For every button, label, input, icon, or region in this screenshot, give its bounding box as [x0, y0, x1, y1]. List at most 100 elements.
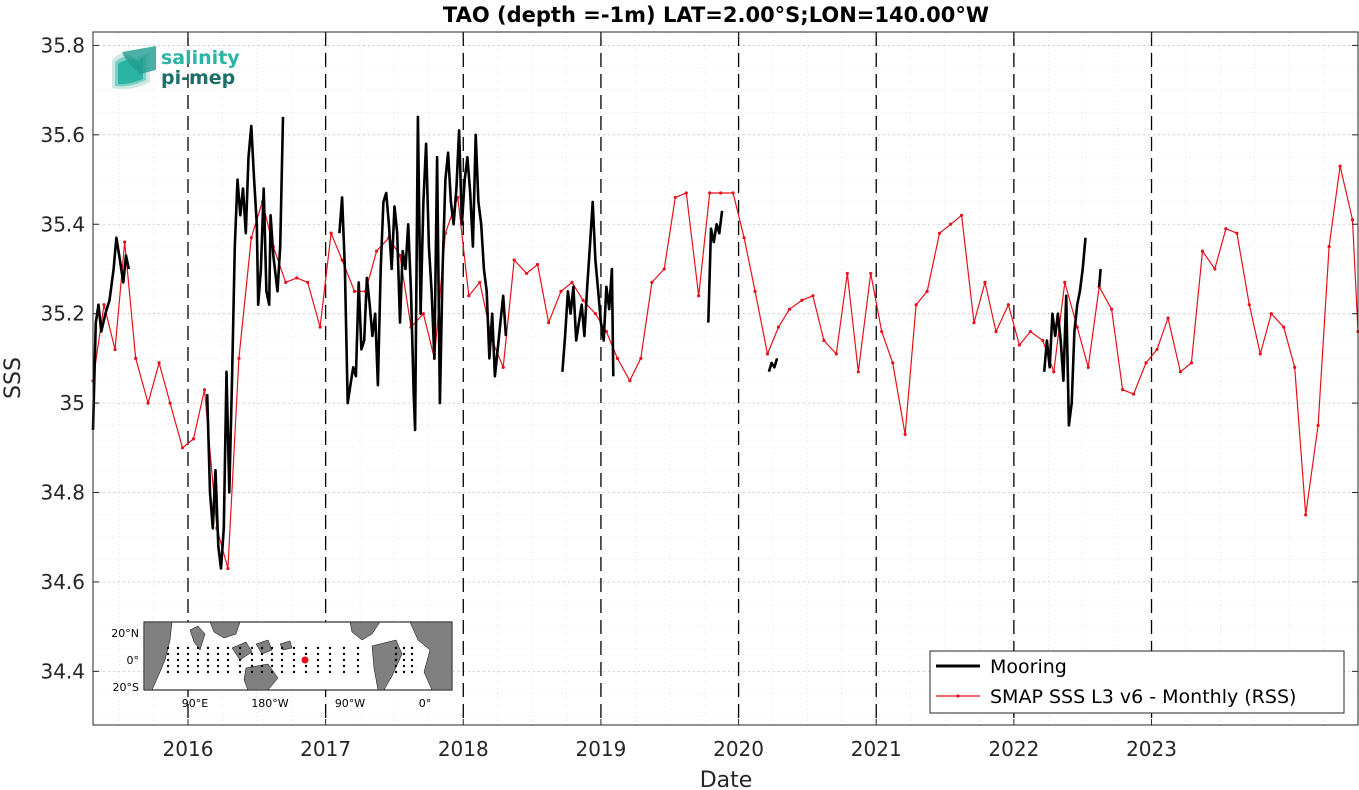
array-dot	[356, 664, 360, 668]
plot-frame	[92, 31, 1359, 726]
array-dot	[250, 664, 254, 668]
wave-logo-icon	[112, 46, 156, 90]
array-dot	[292, 670, 296, 674]
smap-point	[524, 271, 529, 276]
smap-point	[914, 303, 918, 307]
x-tick-label: 2019	[575, 737, 626, 761]
smap-point	[1282, 325, 1286, 329]
array-dot	[206, 664, 210, 668]
array-dot	[270, 652, 274, 656]
array-dot	[176, 658, 180, 662]
logo-text-pimep: pi-mep	[161, 67, 235, 89]
smap-point	[123, 240, 127, 244]
array-dot	[342, 646, 346, 650]
array-dot	[280, 670, 284, 674]
x-axis-ticks: 2016 2017 2018 2019 2020 2021 2022 2023	[163, 32, 1177, 761]
smap-point	[559, 289, 563, 293]
smap-point	[856, 370, 860, 374]
array-dot	[270, 664, 274, 668]
array-dot	[356, 646, 360, 650]
array-dot	[226, 664, 230, 668]
smap-point	[1155, 347, 1159, 352]
array-dot	[186, 646, 190, 650]
smap-point	[512, 258, 516, 262]
smap-point	[776, 325, 781, 329]
smap-point	[697, 294, 701, 298]
array-dot	[176, 670, 180, 674]
smap-point	[1338, 164, 1342, 168]
array-dot	[260, 646, 264, 650]
smap-point	[1316, 423, 1320, 428]
array-dot	[292, 664, 296, 668]
smap-point	[157, 361, 161, 365]
inset-lat-20n: 20°N	[111, 627, 139, 640]
array-dot	[304, 646, 308, 650]
y-tick-label: 34.4	[40, 659, 85, 683]
inset-map: 20°N 0° 20°S 90°E 180°W 90°W 0°	[111, 621, 453, 710]
smap-point	[593, 312, 598, 316]
array-dot	[206, 652, 210, 656]
mooring-segment	[561, 200, 615, 377]
inset-map-land	[143, 621, 453, 691]
array-dot	[270, 670, 274, 674]
array-dot	[206, 646, 210, 650]
smap-point	[202, 388, 207, 392]
array-dot	[206, 670, 210, 674]
array-dot	[238, 652, 242, 656]
smap-point	[146, 401, 150, 405]
mooring-segment	[767, 358, 779, 373]
array-dot	[328, 658, 332, 662]
array-dot	[216, 646, 220, 650]
smap-point	[284, 280, 288, 284]
array-dot	[238, 658, 242, 662]
smap-point	[570, 280, 574, 284]
smap-point	[615, 356, 620, 360]
smap-point	[318, 325, 322, 329]
array-dot	[316, 658, 320, 662]
array-dot	[280, 646, 284, 650]
smap-point	[1166, 316, 1170, 320]
smap-point	[869, 271, 873, 276]
smap-point	[134, 356, 138, 360]
array-dot	[402, 670, 406, 674]
smap-point	[1063, 280, 1067, 284]
smap-point	[237, 356, 241, 360]
smap-line	[92, 165, 1359, 569]
inset-lat-20s: 20°S	[113, 681, 139, 694]
smap-point	[1075, 325, 1079, 329]
array-dot	[280, 664, 284, 668]
y-tick-label: 34.8	[40, 481, 85, 505]
smap-point	[1121, 388, 1125, 392]
smap-point	[1144, 361, 1148, 365]
array-dot	[410, 664, 414, 668]
array-dot	[316, 652, 320, 656]
array-dot	[196, 664, 200, 668]
salinity-pimep-logo: salinity pi-mep	[112, 46, 240, 90]
y-tick-label: 35.8	[40, 33, 85, 57]
array-dot	[356, 652, 360, 656]
smap-point	[834, 352, 838, 356]
x-tick-label: 2023	[1126, 737, 1177, 761]
array-dot	[394, 664, 398, 668]
array-dot	[402, 658, 406, 662]
array-dot	[166, 664, 170, 668]
smap-point	[501, 365, 505, 369]
smap-point	[937, 231, 942, 235]
smap-point	[249, 236, 253, 240]
smap-point	[765, 352, 770, 356]
smap-series	[91, 164, 1359, 571]
array-dot	[166, 646, 170, 650]
x-tick-label: 2022	[988, 737, 1039, 761]
array-dot	[186, 658, 190, 662]
smap-point	[306, 280, 310, 284]
array-dot	[402, 652, 406, 656]
array-dot	[166, 658, 170, 662]
array-dot	[410, 670, 414, 674]
array-dot	[216, 670, 220, 674]
smap-point	[891, 361, 895, 365]
minor-grid	[93, 32, 1359, 725]
smap-point	[581, 298, 585, 302]
inset-lat-0: 0°	[127, 654, 140, 667]
array-dot	[250, 652, 254, 656]
